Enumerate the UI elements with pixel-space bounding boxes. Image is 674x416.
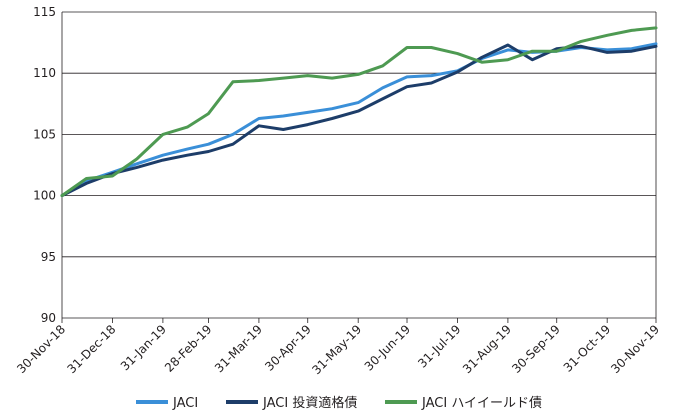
legend-label-1: JACI 投資適格債 <box>262 395 357 411</box>
series-line-1 <box>60 43 658 198</box>
axes <box>61 12 657 323</box>
y-tick-label: 100 <box>33 189 56 203</box>
legend-label-2: JACI ハイイールド債 <box>421 396 542 411</box>
x-tick-label: 31-May-19 <box>309 322 364 377</box>
gridlines <box>62 11 656 319</box>
y-tick-label: 110 <box>33 66 56 80</box>
x-tick-label: 30-Apr-19 <box>262 322 314 374</box>
legend-label-0: JACI <box>172 396 198 411</box>
x-tick-label: 30-Nov-19 <box>608 322 662 376</box>
series-line-2 <box>60 26 658 198</box>
y-tick-label: 115 <box>33 5 56 19</box>
y-tick-label: 105 <box>33 127 56 141</box>
x-tick-label: 30-Nov-18 <box>14 322 68 376</box>
x-tick-label: 31-Jul-19 <box>415 322 463 370</box>
x-tick-label: 31-Oct-19 <box>561 322 614 375</box>
x-tick-label: 31-Mar-19 <box>212 322 265 375</box>
x-tick-label: 31-Dec-18 <box>65 322 119 376</box>
x-tick-label: 31-Aug-19 <box>460 322 514 376</box>
series-line-0 <box>60 42 658 198</box>
series-lines <box>60 26 658 198</box>
x-tick-label: 28-Feb-19 <box>162 322 215 375</box>
legend: JACI JACI 投資適格債 JACI ハイイールド債 <box>136 395 542 411</box>
y-tick-label: 90 <box>41 311 56 325</box>
x-tick-label: 30-Jun-19 <box>362 322 413 373</box>
x-tick-label: 30-Sep-19 <box>509 322 563 376</box>
y-tick-label: 95 <box>41 250 56 264</box>
